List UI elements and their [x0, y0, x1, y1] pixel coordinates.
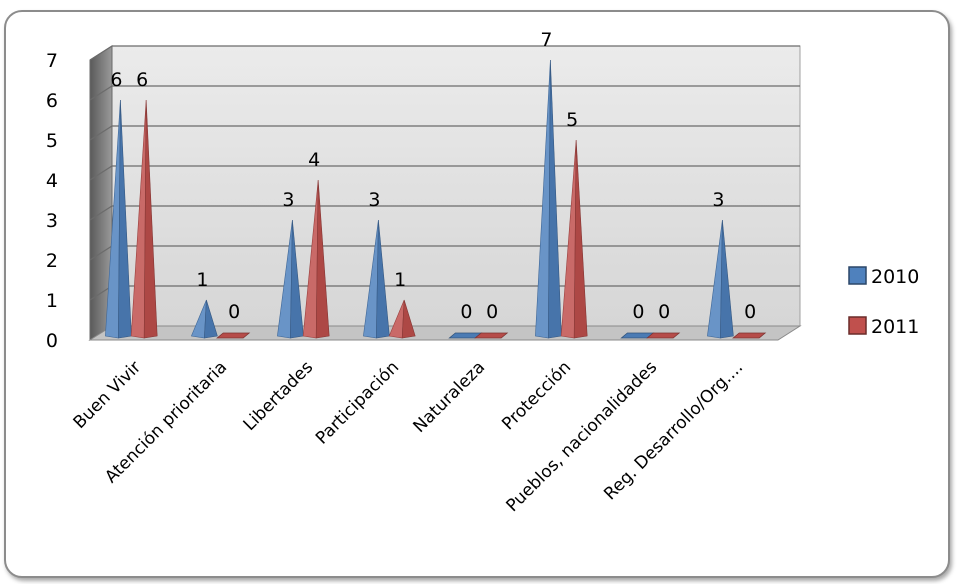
category-label: Buen Vivir [70, 357, 146, 433]
category-label: Naturaleza [410, 357, 490, 437]
legend-label: 2010 [871, 266, 919, 288]
data-label: 5 [566, 109, 578, 131]
data-label: 0 [632, 301, 644, 323]
y-tick-label: 4 [46, 170, 58, 192]
data-label: 0 [486, 301, 498, 323]
bar-face-right [118, 99, 132, 339]
data-label: 3 [712, 189, 724, 211]
legend: 2010 2011 [848, 266, 919, 338]
y-tick-label: 3 [46, 210, 58, 232]
category-label: Participación [312, 357, 403, 448]
y-tick-label: 0 [46, 330, 58, 352]
data-label: 3 [282, 189, 294, 211]
legend-swatch [848, 316, 867, 335]
data-label: 1 [196, 269, 208, 291]
legend-swatch [848, 266, 867, 285]
y-tick-label: 7 [46, 50, 58, 72]
legend-label: 2011 [871, 316, 919, 338]
bar-zero [732, 332, 767, 339]
back-wall [111, 45, 801, 327]
category-label: Pueblos, nacionalidades [502, 357, 661, 516]
bar-zero [216, 332, 251, 339]
data-label: 0 [460, 301, 472, 323]
floor [88, 325, 802, 341]
bar-face-right [315, 179, 330, 339]
bar-face-right [548, 59, 562, 339]
gridline [89, 165, 800, 181]
bar-zero [646, 332, 681, 339]
y-tick-label: 2 [46, 250, 58, 272]
bar-face-right [290, 219, 304, 339]
data-label: 3 [368, 189, 380, 211]
category-label: Libertades [240, 357, 318, 435]
data-label: 0 [744, 301, 756, 323]
y-tick-label: 6 [46, 90, 58, 112]
category-label: Protección [498, 357, 575, 434]
data-label: 1 [394, 269, 406, 291]
data-label: 7 [540, 29, 552, 51]
bar-face-right [401, 299, 416, 339]
y-tick-label: 1 [46, 290, 58, 312]
y-axis-ticks: 0 1 2 3 4 5 6 7 [46, 50, 58, 352]
data-marks [105, 59, 767, 339]
bar-face-right [143, 99, 158, 339]
data-label: 6 [136, 69, 148, 91]
gridline [89, 85, 800, 101]
bar-face-right [573, 139, 588, 339]
category-label: Reg. Desarrollo/Org.... [600, 357, 747, 504]
bar-zero [474, 332, 509, 339]
y-tick-label: 5 [46, 130, 58, 152]
data-label: 4 [308, 149, 320, 171]
gridline [89, 205, 800, 221]
bar-face-right [204, 299, 218, 339]
bar-face-right [720, 219, 734, 339]
data-label: 0 [228, 301, 240, 323]
gridline [89, 125, 800, 141]
data-label: 0 [658, 301, 670, 323]
data-label: 6 [110, 69, 122, 91]
gridline [89, 45, 800, 61]
chart-walls [88, 45, 802, 341]
bar-face-right [376, 219, 390, 339]
